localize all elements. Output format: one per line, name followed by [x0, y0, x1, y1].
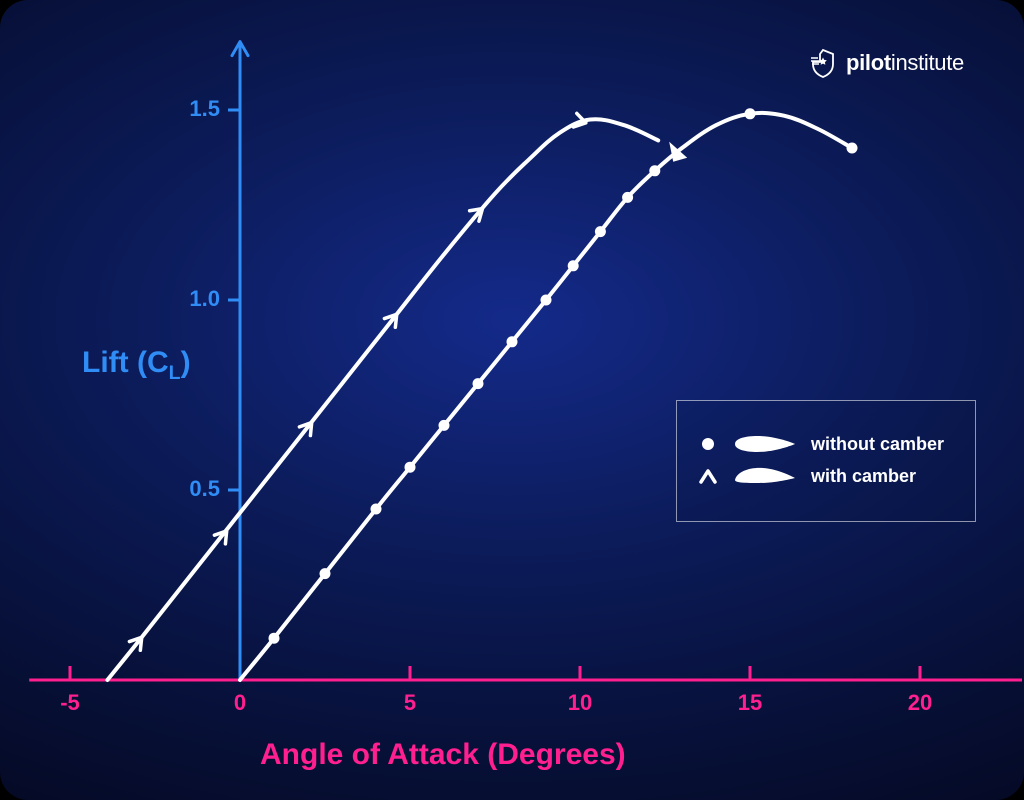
legend-item-with-camber: with camber: [697, 465, 955, 487]
y-tick-label: 0.5: [170, 476, 220, 502]
x-tick-label: 15: [720, 690, 780, 716]
dot-marker-icon: [697, 433, 719, 455]
x-tick-label: 20: [890, 690, 950, 716]
chart-card: pilotinstitute Lift (CL) Angle of Attack…: [0, 0, 1024, 800]
cambered-airfoil-icon: [733, 465, 797, 487]
legend-label: with camber: [811, 466, 916, 487]
x-tick-label: -5: [40, 690, 100, 716]
symmetric-airfoil-icon: [733, 433, 797, 455]
y-tick-label: 1.5: [170, 96, 220, 122]
x-tick-label: 0: [210, 690, 270, 716]
y-axis-label: Lift (CL): [82, 346, 191, 385]
x-tick-label: 5: [380, 690, 440, 716]
legend-label: without camber: [811, 434, 944, 455]
legend-item-without-camber: without camber: [697, 433, 955, 455]
caret-marker-icon: [697, 465, 719, 487]
x-axis-label: Angle of Attack (Degrees): [260, 738, 626, 772]
legend: without camber with camber: [676, 400, 976, 522]
x-tick-label: 10: [550, 690, 610, 716]
y-tick-label: 1.0: [170, 286, 220, 312]
